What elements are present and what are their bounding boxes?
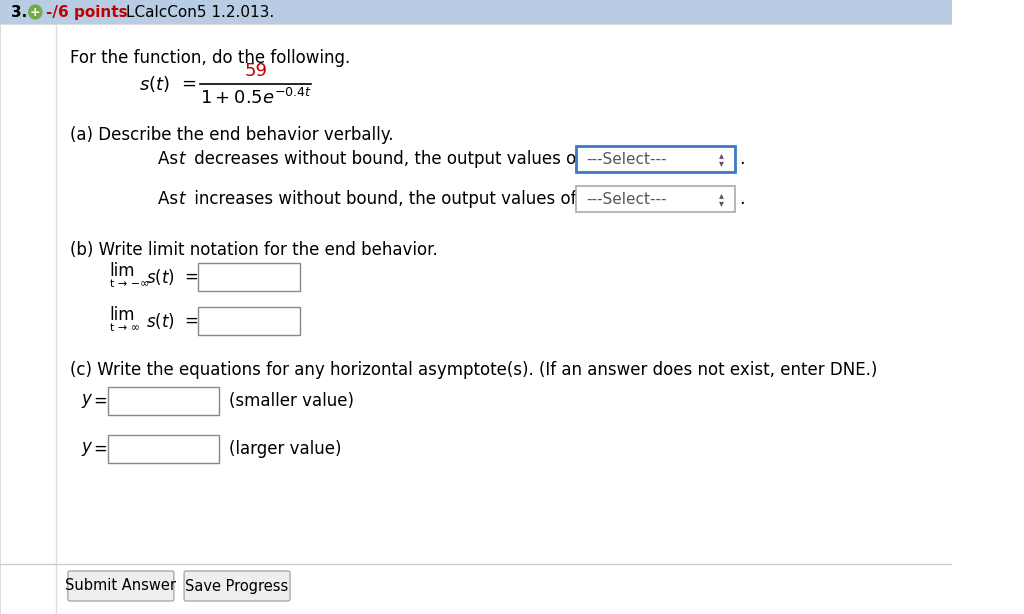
Text: (c) Write the equations for any horizontal asymptote(s). (If an answer does not : (c) Write the equations for any horizont… [70,361,878,379]
Text: =: = [93,392,106,410]
Text: =: = [184,268,198,286]
Text: (larger value): (larger value) [228,440,341,458]
Text: As: As [158,190,183,208]
Text: 59: 59 [244,62,267,80]
Text: $s(t)$: $s(t)$ [146,311,175,331]
FancyBboxPatch shape [108,387,219,415]
FancyBboxPatch shape [577,186,734,212]
FancyBboxPatch shape [184,571,290,601]
Text: $1 + 0.5e^{-0.4t}$: $1 + 0.5e^{-0.4t}$ [200,88,311,108]
Text: Submit Answer: Submit Answer [66,578,176,594]
Text: t: t [178,190,185,208]
FancyBboxPatch shape [198,263,300,291]
Text: ---Select---: ---Select--- [586,152,667,166]
Text: (smaller value): (smaller value) [228,392,353,410]
Text: lim: lim [110,262,135,280]
Text: (b) Write limit notation for the end behavior.: (b) Write limit notation for the end beh… [70,241,437,259]
Text: -/6 points: -/6 points [46,4,128,20]
Text: t → ∞: t → ∞ [110,323,139,333]
Text: For the function, do the following.: For the function, do the following. [70,49,350,67]
FancyBboxPatch shape [0,0,952,24]
Text: $s(t)$: $s(t)$ [146,267,175,287]
Text: lim: lim [110,306,135,324]
Text: t: t [178,150,185,168]
Circle shape [29,5,42,19]
FancyBboxPatch shape [68,571,174,601]
FancyBboxPatch shape [0,24,952,614]
Text: ---Select---: ---Select--- [586,192,667,206]
Text: ▾: ▾ [719,198,724,208]
Text: =: = [93,440,106,458]
Text: =: = [181,75,197,93]
Text: ▴: ▴ [719,190,724,200]
Text: ▾: ▾ [719,158,724,168]
Text: .: . [739,190,744,208]
Text: t → −∞: t → −∞ [110,279,150,289]
FancyBboxPatch shape [577,146,734,172]
Text: LCalcCon5 1.2.013.: LCalcCon5 1.2.013. [126,4,273,20]
Text: decreases without bound, the output values of s: decreases without bound, the output valu… [188,150,596,168]
Text: ▴: ▴ [719,150,724,160]
Text: increases without bound, the output values of s: increases without bound, the output valu… [188,190,590,208]
Text: .: . [739,150,744,168]
Text: (a) Describe the end behavior verbally.: (a) Describe the end behavior verbally. [70,126,393,144]
FancyBboxPatch shape [108,435,219,463]
Text: +: + [30,6,41,18]
Text: As: As [158,150,183,168]
Text: $s(t)$: $s(t)$ [139,74,170,94]
FancyBboxPatch shape [198,307,300,335]
Text: $y$: $y$ [81,392,93,410]
Text: =: = [184,312,198,330]
Text: Save Progress: Save Progress [185,578,289,594]
Text: 3.: 3. [11,4,28,20]
Text: $y$: $y$ [81,440,93,458]
